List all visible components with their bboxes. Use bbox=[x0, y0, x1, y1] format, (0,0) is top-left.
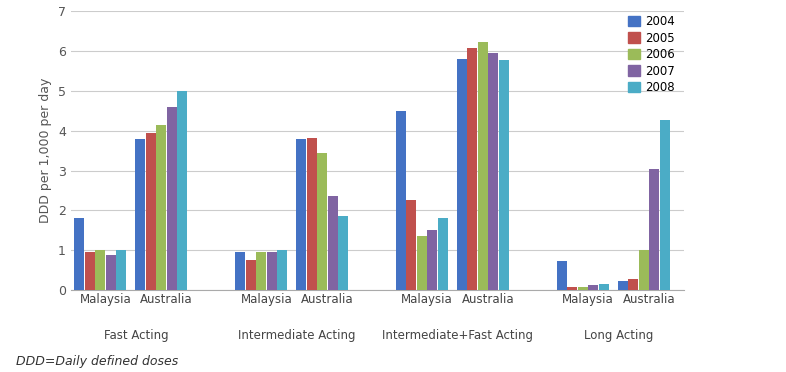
Bar bbox=[589, 285, 598, 290]
Bar bbox=[417, 235, 427, 290]
Bar bbox=[328, 196, 337, 290]
Bar bbox=[156, 125, 166, 290]
Bar bbox=[317, 153, 327, 290]
Bar bbox=[578, 287, 588, 290]
Bar bbox=[406, 201, 417, 290]
Y-axis label: DDD per 1,000 per day: DDD per 1,000 per day bbox=[39, 78, 53, 223]
Bar bbox=[167, 107, 177, 290]
Bar bbox=[338, 217, 348, 290]
Bar bbox=[277, 250, 287, 290]
Bar bbox=[556, 262, 567, 290]
Bar bbox=[428, 230, 438, 290]
Bar bbox=[95, 250, 105, 290]
Bar bbox=[396, 111, 406, 290]
Bar bbox=[567, 287, 578, 290]
Bar bbox=[116, 250, 127, 290]
Bar bbox=[266, 252, 277, 290]
Bar bbox=[74, 218, 84, 290]
Text: Intermediate Acting: Intermediate Acting bbox=[238, 329, 355, 342]
Text: DDD=Daily defined doses: DDD=Daily defined doses bbox=[16, 355, 178, 368]
Bar bbox=[235, 252, 245, 290]
Text: Fast Acting: Fast Acting bbox=[104, 329, 168, 342]
Legend: 2004, 2005, 2006, 2007, 2008: 2004, 2005, 2006, 2007, 2008 bbox=[625, 12, 678, 98]
Bar bbox=[145, 133, 156, 290]
Text: Intermediate+Fast Acting: Intermediate+Fast Acting bbox=[382, 329, 533, 342]
Bar bbox=[468, 48, 477, 290]
Bar bbox=[105, 256, 116, 290]
Bar bbox=[660, 119, 670, 290]
Bar bbox=[307, 138, 317, 290]
Text: Long Acting: Long Acting bbox=[584, 329, 653, 342]
Bar bbox=[649, 169, 659, 290]
Bar bbox=[499, 60, 509, 290]
Bar bbox=[177, 91, 187, 290]
Bar bbox=[618, 281, 628, 290]
Bar bbox=[478, 42, 488, 290]
Bar bbox=[488, 53, 498, 290]
Bar bbox=[296, 139, 306, 290]
Bar bbox=[135, 139, 145, 290]
Bar bbox=[457, 59, 467, 290]
Bar bbox=[85, 252, 94, 290]
Bar bbox=[599, 284, 609, 290]
Bar bbox=[628, 279, 638, 290]
Bar bbox=[639, 250, 649, 290]
Bar bbox=[438, 218, 448, 290]
Bar bbox=[245, 260, 255, 290]
Bar bbox=[256, 252, 266, 290]
